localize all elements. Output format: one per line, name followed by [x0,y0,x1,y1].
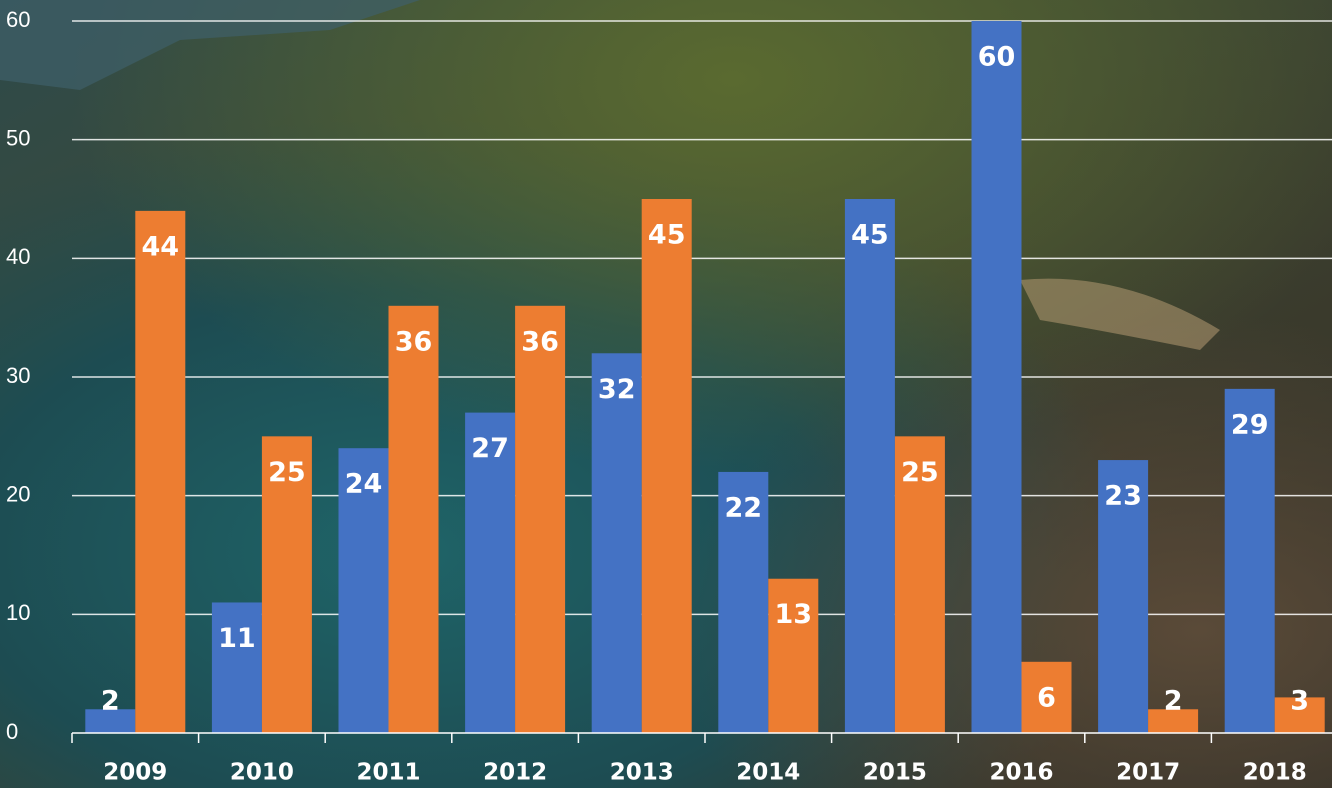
bar [1224,388,1275,733]
value-label: 27 [471,433,509,464]
x-tick-label: 2015 [863,760,927,786]
value-label: 2 [101,686,120,717]
y-tick-label: 40 [6,244,30,269]
value-label: 11 [218,623,256,654]
bar [768,578,819,733]
bar [894,436,945,733]
bar [465,412,516,733]
x-tick-label: 2012 [483,760,547,786]
value-label: 36 [521,326,559,357]
y-tick-label: 50 [6,125,30,150]
value-label: 32 [598,374,636,405]
x-tick-label: 2016 [989,760,1053,786]
bar [1098,460,1149,733]
value-label: 36 [395,326,433,357]
value-label: 2 [1164,686,1183,717]
value-label: 13 [775,599,813,630]
bar [261,436,312,733]
y-tick-label: 0 [6,719,18,744]
bar [641,199,692,733]
bar [515,305,566,733]
bar [388,305,439,733]
x-tick-label: 2011 [356,760,420,786]
bar [718,471,769,733]
bar [211,602,262,733]
x-tick-label: 2013 [610,760,674,786]
bar [591,353,642,733]
x-tick-label: 2014 [736,760,800,786]
bar [1021,661,1072,733]
x-tick-label: 2018 [1243,760,1307,786]
value-label: 60 [978,42,1016,73]
bar [1148,709,1199,733]
x-tick-label: 2017 [1116,760,1180,786]
x-tick-label: 2009 [103,760,167,786]
value-label: 45 [851,220,889,251]
value-label: 44 [142,231,180,262]
bar [135,210,186,733]
y-tick-label: 20 [6,481,30,506]
bar [844,199,895,733]
value-label: 25 [268,457,306,488]
value-label: 45 [648,220,686,251]
y-tick-label: 30 [6,363,30,388]
value-label: 29 [1231,409,1269,440]
value-label: 25 [901,457,939,488]
bar [338,448,389,733]
bar [971,21,1022,733]
y-tick-label: 60 [6,7,30,32]
bar [1274,697,1325,733]
value-label: 23 [1104,481,1142,512]
x-tick-label: 2010 [230,760,294,786]
value-label: 22 [725,492,763,523]
value-label: 3 [1290,686,1309,717]
value-label: 6 [1037,682,1056,713]
y-tick-label: 10 [6,600,30,625]
value-label: 24 [345,469,383,500]
bar [85,709,136,733]
